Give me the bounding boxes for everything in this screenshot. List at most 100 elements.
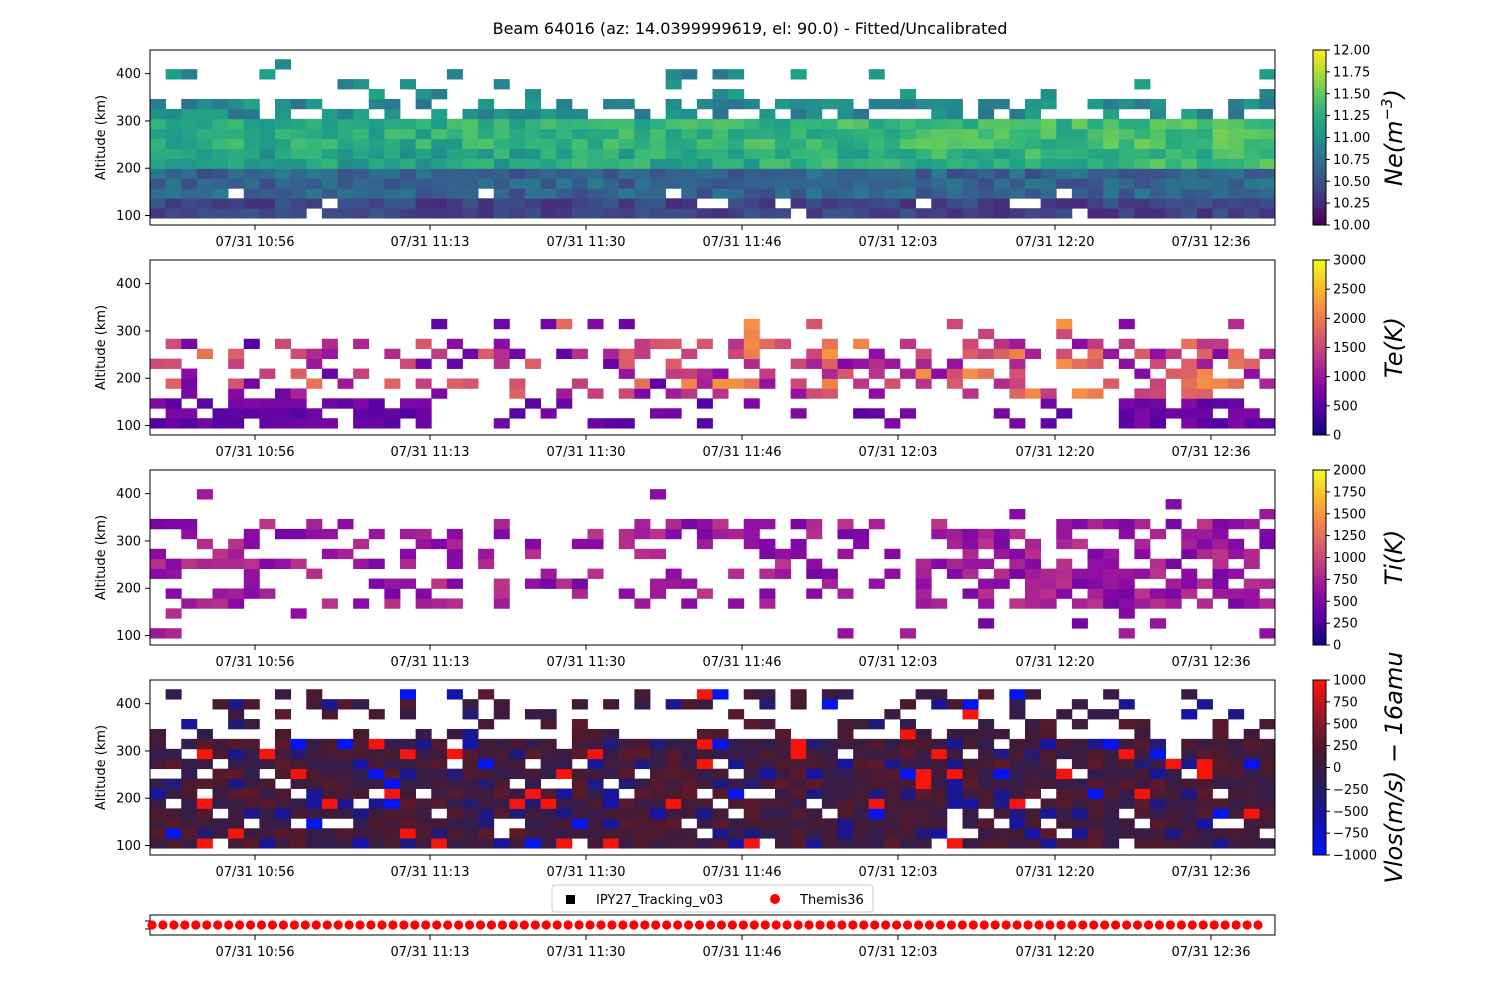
scatter-point [289, 920, 299, 930]
heatmap-cell [634, 178, 651, 189]
heatmap-cell [353, 728, 370, 740]
heatmap-cell [571, 198, 588, 209]
heatmap-cell [337, 788, 354, 799]
heatmap-cell [931, 128, 948, 140]
heatmap-cell [790, 158, 807, 169]
heatmap-cell [306, 778, 323, 789]
heatmap-cell [681, 368, 698, 379]
colorbar-segment [1313, 601, 1326, 605]
heatmap-cell [478, 108, 495, 120]
heatmap-cell [446, 378, 463, 389]
heatmap-cell [306, 818, 323, 829]
heatmap-cell [321, 788, 338, 799]
heatmap-cell [1243, 798, 1260, 809]
heatmap-cell [400, 208, 417, 219]
heatmap-cell [493, 168, 510, 179]
heatmap-cell [368, 118, 385, 130]
heatmap-cell [1103, 518, 1120, 530]
heatmap-cell [665, 738, 682, 750]
scatter-point [782, 920, 792, 930]
heatmap-cell [368, 528, 385, 540]
heatmap-cell [775, 828, 792, 839]
colorbar-segment [1313, 852, 1326, 856]
heatmap-cell [1118, 778, 1135, 789]
heatmap-cell [1056, 808, 1073, 819]
heatmap-cell [243, 808, 260, 819]
heatmap-cell [1196, 758, 1213, 770]
heatmap-cell [837, 208, 854, 219]
heatmap-cell [681, 758, 698, 770]
heatmap-cell [1228, 788, 1245, 799]
scatter-point [169, 920, 179, 930]
heatmap-cell [837, 358, 854, 369]
heatmap-cell [1087, 548, 1104, 560]
heatmap-cell [462, 128, 479, 140]
colorbar-segment [1313, 580, 1326, 585]
heatmap-cell [1243, 198, 1260, 209]
heatmap-cell [1134, 738, 1151, 750]
heatmap-cell [431, 798, 448, 809]
heatmap-cell [1196, 358, 1213, 369]
heatmap-cell [368, 89, 385, 100]
heatmap-cell [1196, 578, 1213, 589]
heatmap-cell [509, 758, 526, 770]
plot-frame [149, 49, 1276, 226]
heatmap-cell [775, 568, 792, 579]
scatter-point [651, 920, 661, 930]
heatmap-cell [821, 818, 838, 829]
heatmap-cell [1134, 98, 1151, 110]
heatmap-cell [1243, 518, 1260, 530]
heatmap-cell [1243, 828, 1260, 839]
heatmap-cell [509, 178, 526, 189]
scatter-point [508, 920, 518, 930]
heatmap-cell [1103, 348, 1120, 360]
heatmap-cell [962, 138, 979, 150]
heatmap-cell [821, 168, 838, 179]
heatmap-cell [853, 168, 870, 179]
heatmap-cell [743, 178, 760, 189]
heatmap-cell [165, 188, 182, 199]
heatmap-cell [1040, 208, 1057, 219]
heatmap-cell [837, 768, 854, 780]
heatmap-cell [1071, 758, 1088, 770]
heatmap-cell [165, 518, 182, 530]
heatmap-cell [431, 198, 448, 209]
heatmap-cell [446, 548, 463, 560]
heatmap-cell [1181, 548, 1198, 560]
heatmap-cell [353, 178, 370, 189]
heatmap-cell [915, 208, 932, 219]
heatmap-cell [150, 828, 167, 839]
scatter-point [213, 920, 223, 930]
heatmap-cell [400, 79, 417, 90]
colorbar-segment [1313, 347, 1326, 351]
heatmap-cell [243, 338, 260, 350]
heatmap-cell [900, 138, 917, 150]
heatmap-cell [837, 818, 854, 829]
colorbar-segment [1313, 268, 1326, 273]
heatmap-cell [243, 788, 260, 799]
heatmap-cell [321, 798, 338, 809]
heatmap-cell [1212, 138, 1229, 150]
heatmap-cell [1009, 338, 1026, 350]
heatmap-cell [681, 108, 698, 120]
heatmap-cell [290, 188, 307, 199]
heatmap-cell [931, 108, 948, 120]
heatmap-cell [728, 188, 745, 199]
colorbar-segment [1313, 341, 1326, 346]
colorbar-segment [1313, 758, 1326, 763]
heatmap-cell [1134, 388, 1151, 399]
colorbar-segment [1313, 502, 1326, 506]
heatmap-cell [618, 538, 635, 550]
scatter-point [946, 920, 956, 930]
heatmap-cell [243, 158, 260, 169]
heatmap-cell [946, 168, 963, 179]
heatmap-cell [962, 709, 979, 720]
heatmap-cell [1103, 128, 1120, 140]
heatmap-cell [1181, 748, 1198, 760]
heatmap-cell [806, 148, 823, 159]
heatmap-cell [1025, 748, 1042, 760]
colorbar-segment [1313, 379, 1326, 383]
scatter-point [716, 920, 727, 930]
heatmap-cell [884, 818, 901, 829]
heatmap-cell [181, 838, 198, 849]
